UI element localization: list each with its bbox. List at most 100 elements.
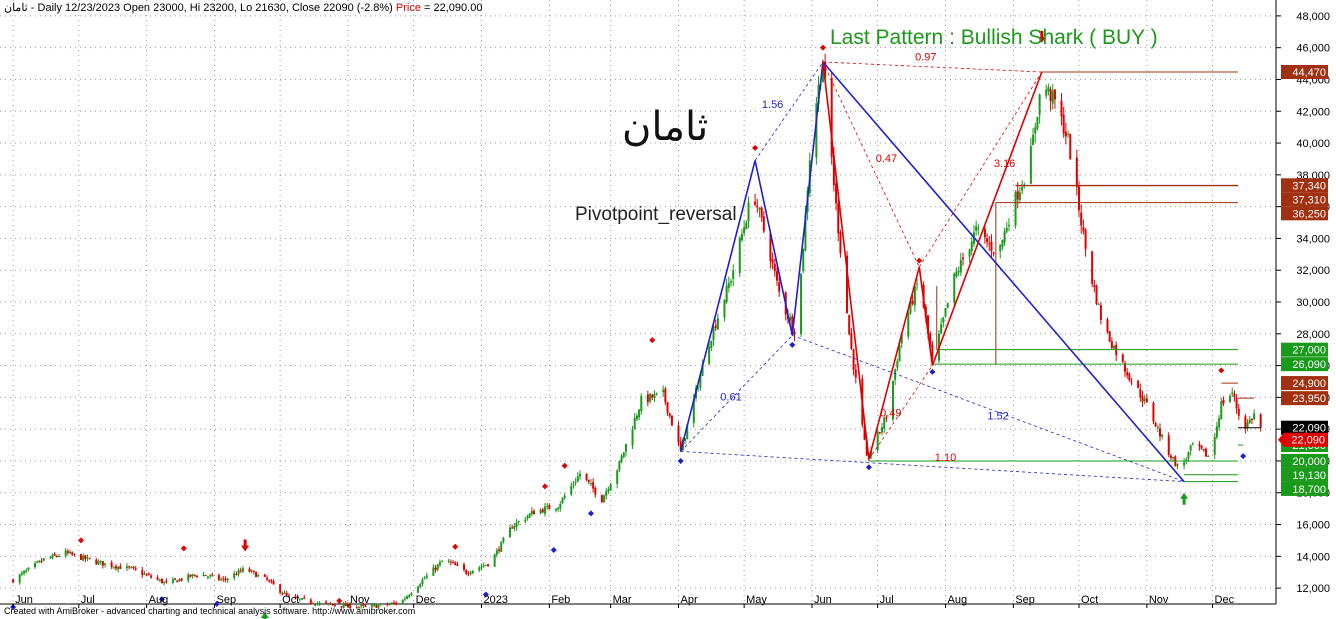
candle-body xyxy=(1220,401,1223,419)
candle-body xyxy=(128,566,131,568)
candle-body xyxy=(79,554,82,560)
candle-body xyxy=(27,567,30,570)
candle-body xyxy=(1047,87,1050,92)
candle-body xyxy=(1121,354,1124,362)
price-value: = 22,090.00 xyxy=(420,2,483,14)
candle-body xyxy=(145,574,148,576)
x-tick-label: 2023 xyxy=(484,594,508,606)
candle-body xyxy=(541,509,544,513)
sell-arrow-marker xyxy=(1037,30,1046,43)
candle-body xyxy=(1259,414,1262,428)
y-tick-label: 30,000 xyxy=(1296,297,1330,309)
candle-body xyxy=(1095,285,1098,304)
pivot-low-marker xyxy=(550,546,557,553)
pivot-high-marker xyxy=(336,597,343,604)
pivot-low-marker xyxy=(1240,453,1247,460)
y-tick-label: 32,000 xyxy=(1296,265,1330,277)
red-pattern-ratio-link xyxy=(822,61,920,268)
candle-body xyxy=(990,241,993,252)
candle-body xyxy=(824,61,827,79)
candle-body xyxy=(1053,89,1056,100)
candle-body xyxy=(907,312,910,337)
candle-body xyxy=(195,575,198,577)
pivot-high-marker xyxy=(77,537,84,544)
candle-body xyxy=(1167,435,1170,455)
candle-body xyxy=(1051,90,1054,104)
pivot-high-marker xyxy=(819,44,826,51)
candle-body xyxy=(1018,192,1021,200)
level-labels: 44,470 37,340 37,310 36,250 27,000 26,090 24,9… xyxy=(1278,65,1328,496)
candle-body xyxy=(174,578,177,580)
level-label-box xyxy=(1281,206,1328,221)
candle-body xyxy=(406,596,409,599)
candle-body xyxy=(832,155,835,186)
pivot-low-marker xyxy=(587,510,594,517)
candle-body xyxy=(449,561,452,563)
candle-body xyxy=(640,396,643,411)
candle-body xyxy=(618,461,621,471)
candle-body xyxy=(975,226,978,231)
candle-body xyxy=(226,578,229,581)
candle-body xyxy=(589,483,592,485)
y-tick-label: 34,000 xyxy=(1296,233,1330,245)
candle-body xyxy=(701,364,704,376)
pattern-title: Last Pattern : Bullish Shark ( BUY ) xyxy=(830,26,1158,49)
candle-body xyxy=(686,424,689,440)
candle-body xyxy=(252,571,255,573)
candle-body xyxy=(649,393,652,402)
price-marker-text: 22,090 xyxy=(1291,435,1325,447)
level-label-text: 26,090 xyxy=(1292,359,1326,371)
candle-body xyxy=(257,574,260,577)
candle-body xyxy=(891,380,894,420)
candle-body xyxy=(163,581,166,584)
level-label-text: 44,470 xyxy=(1292,67,1326,79)
ticker-name: ثامان xyxy=(4,2,28,14)
candles xyxy=(12,53,1262,611)
candle-body xyxy=(447,560,450,562)
candle-body xyxy=(1187,451,1190,459)
level-label-text: 37,340 xyxy=(1292,180,1326,192)
header-info: - Daily 12/23/2023 Open 23000, Hi 23200,… xyxy=(27,2,393,14)
candle-body xyxy=(953,273,956,303)
candle-body xyxy=(670,415,673,426)
candle-body xyxy=(942,317,945,323)
candle-body xyxy=(909,300,912,314)
candle-body xyxy=(42,558,45,561)
candle-body xyxy=(206,576,209,578)
pivot-high-marker xyxy=(541,483,548,490)
candle-body xyxy=(624,444,627,452)
candle-body xyxy=(467,573,470,575)
pivot-low-marker xyxy=(158,596,165,603)
candle-body xyxy=(55,555,58,557)
y-tick-label: 14,000 xyxy=(1296,551,1330,563)
candle-body xyxy=(999,244,1002,252)
candle-body xyxy=(392,602,395,604)
candle-body xyxy=(548,505,551,510)
pivot-high-marker xyxy=(916,257,923,264)
pivot-high-marker xyxy=(452,543,459,550)
candle-body xyxy=(1172,456,1175,459)
candle-body xyxy=(885,417,888,419)
candle-body xyxy=(778,282,781,292)
candle-body xyxy=(1222,399,1225,404)
candle-body xyxy=(878,432,881,434)
candle-body xyxy=(1213,436,1216,455)
level-label-text: 24,900 xyxy=(1292,378,1326,390)
candle-body xyxy=(150,575,153,578)
candle-body xyxy=(1174,456,1177,467)
y-tick-label: 42,000 xyxy=(1296,106,1330,118)
candle-body xyxy=(1253,413,1256,419)
candle-body xyxy=(454,562,457,566)
candle-body xyxy=(1106,319,1109,332)
candle-body xyxy=(379,603,382,605)
candle-body xyxy=(99,561,102,563)
x-tick-label: May xyxy=(746,594,767,606)
candle-body xyxy=(793,331,796,335)
candle-body xyxy=(1123,363,1126,372)
candle-body xyxy=(279,584,282,593)
x-tick-label: Sep xyxy=(1015,594,1035,606)
candle-body xyxy=(526,516,529,519)
candle-body xyxy=(756,205,759,208)
candle-body xyxy=(1218,418,1221,428)
candle-body xyxy=(1176,464,1179,466)
